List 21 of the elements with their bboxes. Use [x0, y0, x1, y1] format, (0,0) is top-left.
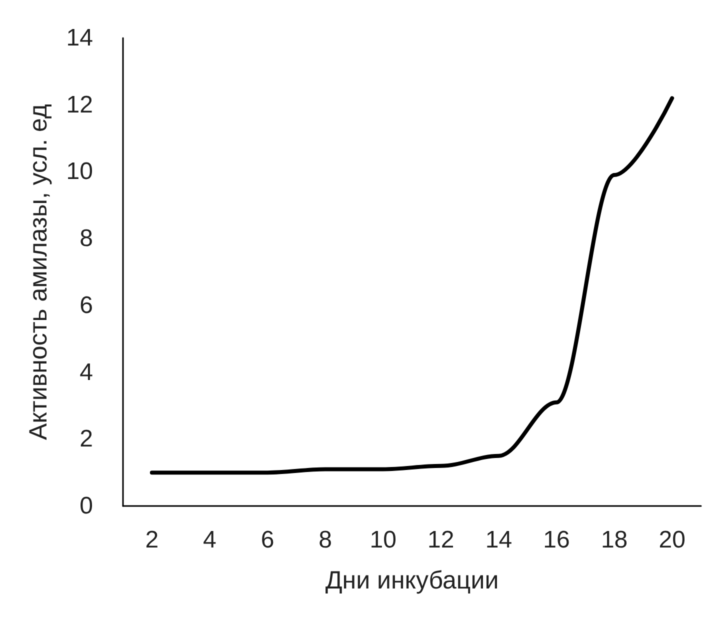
y-tick-label: 4 [80, 358, 93, 386]
y-tick-label: 6 [80, 292, 93, 319]
x-tick-label: 4 [203, 526, 216, 554]
x-tick-label: 16 [543, 526, 570, 554]
y-tick-label: 10 [66, 158, 93, 186]
line-series [150, 96, 674, 475]
x-tick-label: 20 [658, 526, 686, 554]
y-tick-label: 0 [80, 492, 93, 520]
y-tick-label: 14 [66, 24, 93, 52]
x-tick-label: 2 [145, 526, 159, 554]
y-tick-label: 2 [80, 426, 93, 453]
x-tick-label: 18 [600, 526, 628, 554]
y-tick-label: 8 [80, 225, 93, 252]
x-tick-label: 12 [428, 526, 454, 554]
y-tick-label: 12 [66, 91, 93, 118]
y-axis-title: Активность амилазы, усл. ед [24, 104, 52, 440]
x-tick-label: 8 [318, 526, 332, 554]
x-tick-label: 14 [485, 526, 512, 554]
x-tick-label: 10 [370, 526, 396, 554]
x-axis-title: Дни инкубации [325, 566, 499, 594]
x-tick-label: 6 [260, 526, 274, 554]
